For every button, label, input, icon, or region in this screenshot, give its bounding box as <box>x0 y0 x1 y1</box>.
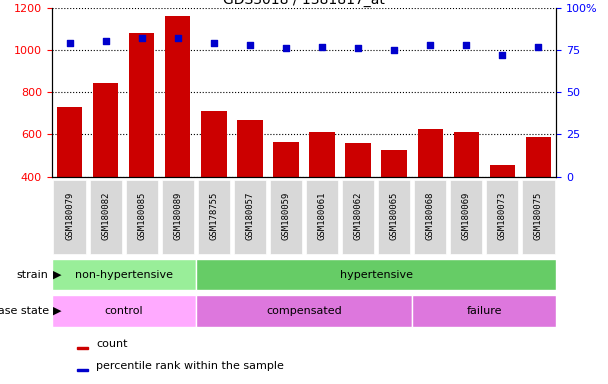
Bar <box>526 137 551 261</box>
Text: GSM180085: GSM180085 <box>137 191 147 240</box>
FancyBboxPatch shape <box>196 296 412 326</box>
Point <box>317 43 327 50</box>
FancyBboxPatch shape <box>54 180 86 254</box>
Bar <box>165 16 190 261</box>
Bar <box>57 107 82 261</box>
Bar <box>201 111 227 261</box>
Text: ▶: ▶ <box>53 306 61 316</box>
FancyBboxPatch shape <box>486 180 519 254</box>
Text: GSM180062: GSM180062 <box>354 191 362 240</box>
FancyBboxPatch shape <box>270 180 302 254</box>
FancyBboxPatch shape <box>162 180 194 254</box>
Text: hypertensive: hypertensive <box>340 270 413 280</box>
Text: GSM180065: GSM180065 <box>390 191 399 240</box>
Bar <box>237 120 263 261</box>
FancyBboxPatch shape <box>342 180 375 254</box>
Text: GSM180068: GSM180068 <box>426 191 435 240</box>
FancyBboxPatch shape <box>378 180 410 254</box>
Point <box>353 45 363 51</box>
Text: GSM180082: GSM180082 <box>102 191 110 240</box>
Point <box>461 42 471 48</box>
Bar <box>418 129 443 261</box>
Bar <box>129 33 154 261</box>
Bar <box>381 150 407 261</box>
Text: strain: strain <box>17 270 49 280</box>
Text: percentile rank within the sample: percentile rank within the sample <box>96 361 284 371</box>
FancyBboxPatch shape <box>52 296 196 326</box>
Title: GDS3018 / 1381817_at: GDS3018 / 1381817_at <box>223 0 385 7</box>
Bar <box>274 142 299 261</box>
FancyBboxPatch shape <box>198 180 230 254</box>
Bar <box>345 143 371 261</box>
Text: disease state: disease state <box>0 306 49 316</box>
Point <box>209 40 219 46</box>
Bar <box>489 165 515 261</box>
Text: GSM178755: GSM178755 <box>209 191 218 240</box>
Text: ▶: ▶ <box>53 270 61 280</box>
Bar <box>309 132 334 261</box>
Text: GSM180061: GSM180061 <box>317 191 326 240</box>
Point <box>137 35 147 41</box>
Text: GSM180079: GSM180079 <box>65 191 74 240</box>
Point <box>281 45 291 51</box>
FancyBboxPatch shape <box>522 180 554 254</box>
Point <box>101 38 111 45</box>
Text: failure: failure <box>466 306 502 316</box>
Text: GSM180075: GSM180075 <box>534 191 543 240</box>
Bar <box>77 348 88 349</box>
Point <box>426 42 435 48</box>
Text: control: control <box>105 306 143 316</box>
FancyBboxPatch shape <box>233 180 266 254</box>
Point <box>497 52 507 58</box>
FancyBboxPatch shape <box>414 180 446 254</box>
FancyBboxPatch shape <box>412 296 556 326</box>
Point <box>173 35 183 41</box>
Bar <box>77 369 88 371</box>
Point <box>389 47 399 53</box>
Point <box>245 42 255 48</box>
Bar <box>454 132 479 261</box>
Text: GSM180059: GSM180059 <box>282 191 291 240</box>
Point <box>533 43 543 50</box>
Bar <box>93 83 119 261</box>
Text: non-hypertensive: non-hypertensive <box>75 270 173 280</box>
Text: GSM180069: GSM180069 <box>461 191 471 240</box>
Text: GSM180057: GSM180057 <box>246 191 254 240</box>
Text: count: count <box>96 339 128 349</box>
FancyBboxPatch shape <box>450 180 482 254</box>
Text: GSM180073: GSM180073 <box>498 191 506 240</box>
FancyBboxPatch shape <box>306 180 338 254</box>
FancyBboxPatch shape <box>89 180 122 254</box>
Point <box>65 40 75 46</box>
FancyBboxPatch shape <box>126 180 158 254</box>
FancyBboxPatch shape <box>196 259 556 290</box>
Text: GSM180089: GSM180089 <box>173 191 182 240</box>
FancyBboxPatch shape <box>52 259 196 290</box>
Text: compensated: compensated <box>266 306 342 316</box>
